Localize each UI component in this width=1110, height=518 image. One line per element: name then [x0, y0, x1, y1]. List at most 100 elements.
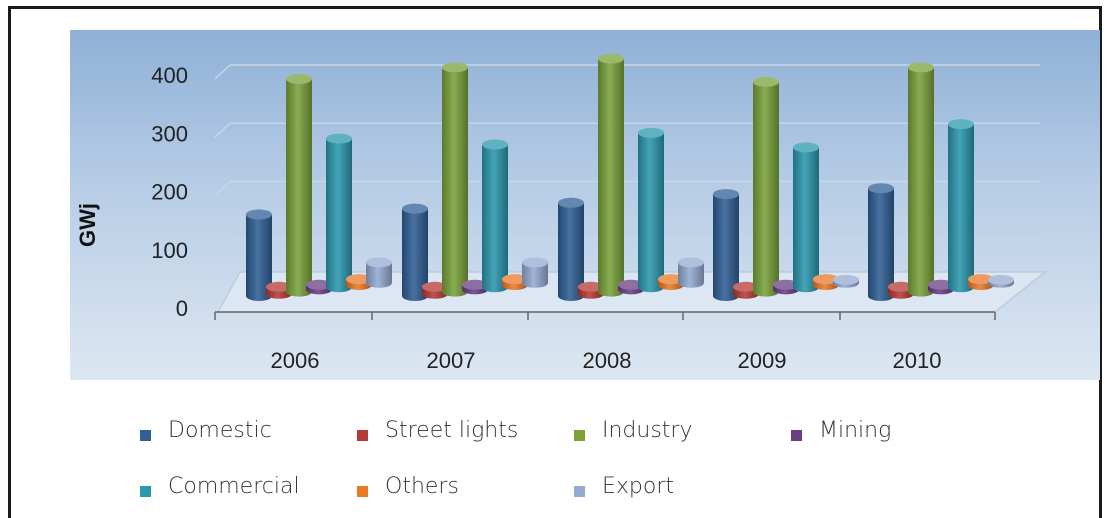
y-tick-label: 0 [176, 296, 188, 321]
bar-industry-2006 [286, 73, 312, 297]
legend-swatch [140, 486, 151, 497]
bar-body [522, 262, 548, 288]
x-tick-label: 2007 [427, 348, 476, 373]
bar-body [366, 262, 392, 288]
bar-top [773, 279, 799, 290]
bar-export-2009 [833, 274, 859, 288]
bar-body [482, 144, 508, 293]
x-tick-label: 2009 [738, 348, 787, 373]
bar-domestic-2008 [558, 197, 584, 301]
y-tick-label: 300 [151, 121, 188, 146]
gridline-side [214, 64, 231, 80]
gridlines [214, 64, 1040, 255]
bar-top [346, 274, 372, 285]
bar-industry-2008 [598, 53, 624, 297]
bar-body [753, 81, 779, 297]
bar-body [286, 78, 312, 297]
legend-item-industry: Industry [574, 418, 693, 443]
bar-export-2007 [522, 257, 548, 288]
bar-top [618, 279, 644, 290]
legend-label: Export [602, 474, 675, 499]
bar-top [908, 62, 934, 73]
legend-label: Domestic [168, 418, 272, 443]
bar-commercial-2007 [482, 139, 508, 293]
bar-others-2009 [813, 274, 839, 290]
x-tick-label: 2010 [893, 348, 942, 373]
bar-body [558, 202, 584, 301]
legend: Domestic Street lights Industry Mining Comme… [140, 418, 1020, 513]
legend-item-domestic: Domestic [140, 418, 272, 443]
bar-commercial-2010 [948, 119, 974, 293]
bars [246, 53, 1014, 301]
bar-top [266, 281, 292, 292]
bar-body [402, 208, 428, 301]
bar-commercial-2008 [638, 127, 664, 293]
bar-domestic-2010 [868, 183, 894, 301]
bar-body [713, 194, 739, 301]
bar-top [638, 127, 664, 138]
bar-body [908, 67, 934, 297]
bar-body [598, 58, 624, 297]
legend-label: Commercial [168, 474, 300, 499]
x-tick-label: 2006 [271, 348, 320, 373]
bar-industry-2010 [908, 62, 934, 297]
bar-mining-2009 [773, 279, 799, 295]
legend-swatch [357, 486, 368, 497]
bar-top [928, 279, 954, 290]
bar-mining-2007 [462, 279, 488, 295]
legend-item-export: Export [574, 474, 674, 499]
bar-top [522, 257, 548, 268]
y-tick-label: 400 [151, 63, 188, 88]
bar-top [462, 279, 488, 290]
bar-body [638, 132, 664, 293]
bar-top [326, 133, 352, 144]
legend-item-mining: Mining [791, 418, 891, 443]
bar-top [442, 62, 468, 73]
y-tick-label: 100 [151, 238, 188, 263]
bar-top [988, 274, 1014, 285]
bar-body [793, 147, 819, 293]
bar-street-lights-2007 [422, 281, 448, 299]
bar-body [326, 138, 352, 293]
bar-top [482, 139, 508, 150]
bar-others-2006 [346, 274, 372, 290]
bar-others-2008 [658, 274, 684, 290]
y-tick-label: 200 [151, 180, 188, 205]
legend-swatch [574, 430, 585, 441]
bar-export-2008 [678, 257, 704, 288]
bar-industry-2009 [753, 76, 779, 297]
y-axis-label: GWj [75, 203, 100, 247]
bar-top [713, 189, 739, 200]
bar-top [366, 257, 392, 268]
bar-top [658, 274, 684, 285]
bar-others-2010 [968, 274, 994, 290]
bar-top [968, 274, 994, 285]
legend-label: Street lights [385, 418, 519, 443]
legend-label: Others [385, 474, 459, 499]
bar-top [246, 209, 272, 220]
legend-swatch [357, 430, 368, 441]
bar-domestic-2009 [713, 189, 739, 301]
bar-body [678, 262, 704, 288]
bar-body [948, 124, 974, 293]
gridline-side [214, 122, 231, 138]
legend-item-street-lights: Street lights [357, 418, 518, 443]
legend-label: Mining [819, 418, 892, 443]
bar-street-lights-2008 [578, 281, 604, 299]
bar-top [888, 281, 914, 292]
bar-export-2010 [988, 274, 1014, 288]
tick-labels: 0 100 200 300 400 2006 2007 2008 2009 2010 [151, 63, 941, 373]
gridline-side [214, 239, 231, 255]
bar-street-lights-2010 [888, 281, 914, 299]
bar-top [422, 281, 448, 292]
bar-commercial-2006 [326, 133, 352, 293]
bar-top [286, 73, 312, 84]
bar-others-2007 [502, 274, 528, 290]
bar-export-2006 [366, 257, 392, 288]
bar-mining-2006 [306, 279, 332, 295]
bar-body [442, 67, 468, 297]
x-tick-label: 2008 [583, 348, 632, 373]
legend-label: Industry [602, 418, 693, 443]
bar-commercial-2009 [793, 142, 819, 293]
legend-swatch [574, 486, 585, 497]
